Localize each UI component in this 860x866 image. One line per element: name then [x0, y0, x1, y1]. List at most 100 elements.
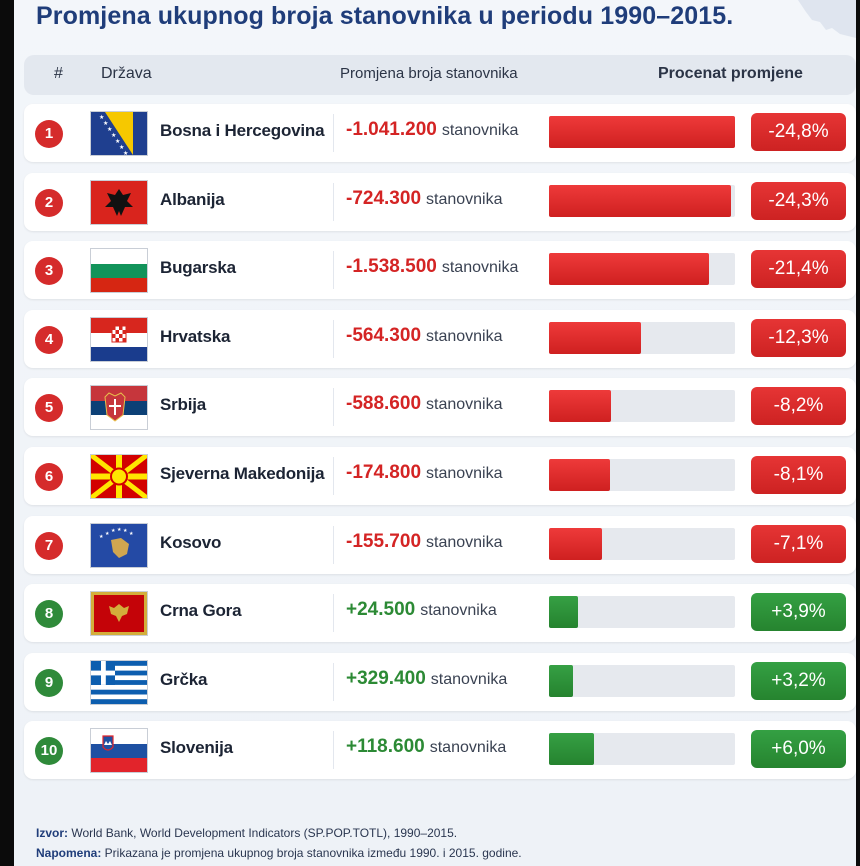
population-change: -155.700 stanovnika [346, 531, 503, 553]
table-row: 6 Sjeverna Makedonija -174.800 stanovnika -8… [24, 447, 856, 505]
source-label: Izvor: [36, 826, 69, 840]
country-name: Crna Gora [160, 601, 242, 620]
svg-text:★: ★ [123, 528, 128, 534]
population-change: -588.600 stanovnika [346, 393, 503, 415]
table-row: 8 Crna Gora +24.500 stanovnika +3,9% [24, 584, 856, 642]
divider [333, 526, 334, 564]
change-unit: stanovnika [426, 534, 503, 551]
table-row: 9 Grčka +329.400 stanovnika +3,2% [24, 653, 856, 711]
source-text: World Bank, World Development Indicators… [68, 826, 458, 840]
percent-badge: -24,3% [751, 182, 846, 220]
change-value: -564.300 [346, 325, 422, 346]
percent-badge: -7,1% [751, 525, 846, 563]
header-rank: # [54, 65, 63, 82]
bar-track [549, 116, 735, 148]
flag-bosnia-icon: ★ ★ ★ ★ ★ ★ ★ [90, 111, 148, 156]
bar [549, 253, 709, 285]
svg-text:★: ★ [105, 531, 110, 537]
flag-montenegro-icon [90, 591, 148, 636]
divider [333, 663, 334, 701]
page-title: Promjena ukupnog broja stanovnika u peri… [36, 2, 734, 30]
divider [333, 594, 334, 632]
change-unit: stanovnika [426, 328, 503, 345]
table-row: 10 Slovenija +118.600 stanovnika +6,0% [24, 721, 856, 779]
population-change: +24.500 stanovnika [346, 599, 497, 621]
bar-track [549, 459, 735, 491]
svg-text:★: ★ [103, 120, 108, 127]
svg-text:★: ★ [111, 132, 116, 139]
bar [549, 665, 573, 697]
table-header: # Država Promjena broja stanovnika Proce… [24, 55, 856, 95]
note-text: Prikazana je promjena ukupnog broja stan… [101, 846, 522, 860]
svg-text:★: ★ [111, 528, 116, 534]
change-unit: stanovnika [430, 671, 508, 688]
change-unit: stanovnika [426, 465, 503, 482]
bar-track [549, 733, 735, 765]
flag-serbia-icon [90, 385, 148, 430]
country-name: Srbija [160, 395, 207, 414]
bar-track [549, 185, 735, 217]
table-row: 4 Hrvatska -564.300 stanovnika -12,3% [24, 310, 856, 368]
flag-north-macedonia-icon [90, 454, 148, 499]
flag-bulgaria-icon [90, 248, 148, 293]
percent-badge: -8,1% [751, 456, 846, 494]
population-change: +329.400 stanovnika [346, 668, 507, 690]
percent-badge: +3,2% [751, 662, 846, 700]
change-value: -1.041.200 [346, 119, 437, 140]
population-change: -724.300 stanovnika [346, 188, 503, 210]
bar [549, 322, 641, 354]
divider [333, 388, 334, 426]
bar-track [549, 665, 735, 697]
left-frame [0, 0, 14, 866]
change-value: +118.600 [346, 736, 425, 757]
map-decoration-icon [798, 0, 856, 38]
rank-badge: 1 [35, 120, 63, 148]
source-note: Izvor: World Bank, World Development Ind… [36, 826, 457, 840]
rank-badge: 6 [35, 463, 63, 491]
percent-badge: +6,0% [751, 730, 846, 768]
svg-text:★: ★ [119, 144, 124, 151]
divider [333, 251, 334, 289]
table-row: 7 ★ ★ ★ ★ ★ ★ Kosovo -155.700 stanovnika -7,1% [24, 516, 856, 574]
svg-text:★: ★ [107, 126, 112, 133]
country-name: Grčka [160, 670, 208, 689]
rank-badge: 3 [35, 257, 63, 285]
divider [333, 183, 334, 221]
change-unit: stanovnika [426, 396, 503, 413]
population-change: +118.600 stanovnika [346, 736, 506, 758]
country-name: Sjeverna Makedonija [160, 464, 325, 483]
change-value: +24.500 [346, 599, 416, 620]
svg-text:★: ★ [99, 534, 104, 540]
percent-badge: -12,3% [751, 319, 846, 357]
change-unit: stanovnika [426, 191, 503, 208]
bar-track [549, 596, 735, 628]
svg-text:★: ★ [99, 114, 104, 121]
country-name: Slovenija [160, 738, 233, 757]
note-label: Napomena: [36, 846, 102, 860]
change-unit: stanovnika [429, 739, 507, 756]
rank-badge: 8 [35, 600, 63, 628]
bar [549, 596, 578, 628]
bar [549, 116, 735, 148]
rank-badge: 7 [35, 532, 63, 560]
country-name: Bugarska [160, 258, 236, 277]
header-change: Promjena broja stanovnika [340, 65, 518, 82]
rank-badge: 2 [35, 189, 63, 217]
svg-text:★: ★ [117, 527, 122, 533]
flag-albania-icon [90, 180, 148, 225]
population-change: -174.800 stanovnika [346, 462, 503, 484]
rank-badge: 5 [35, 394, 63, 422]
bar [549, 185, 731, 217]
population-change: -1.538.500 stanovnika [346, 256, 518, 278]
bar [549, 733, 594, 765]
change-value: -588.600 [346, 393, 422, 414]
country-name: Albanija [160, 190, 225, 209]
table-row: 3 Bugarska -1.538.500 stanovnika -21,4% [24, 241, 856, 299]
table-row: 5 Srbija -588.600 stanovnika -8,2% [24, 378, 856, 436]
bar-track [549, 322, 735, 354]
bar [549, 459, 610, 491]
bar-track [549, 390, 735, 422]
change-unit: stanovnika [441, 259, 519, 276]
percent-badge: -21,4% [751, 250, 846, 288]
header-percent: Procenat promjene [658, 65, 803, 82]
